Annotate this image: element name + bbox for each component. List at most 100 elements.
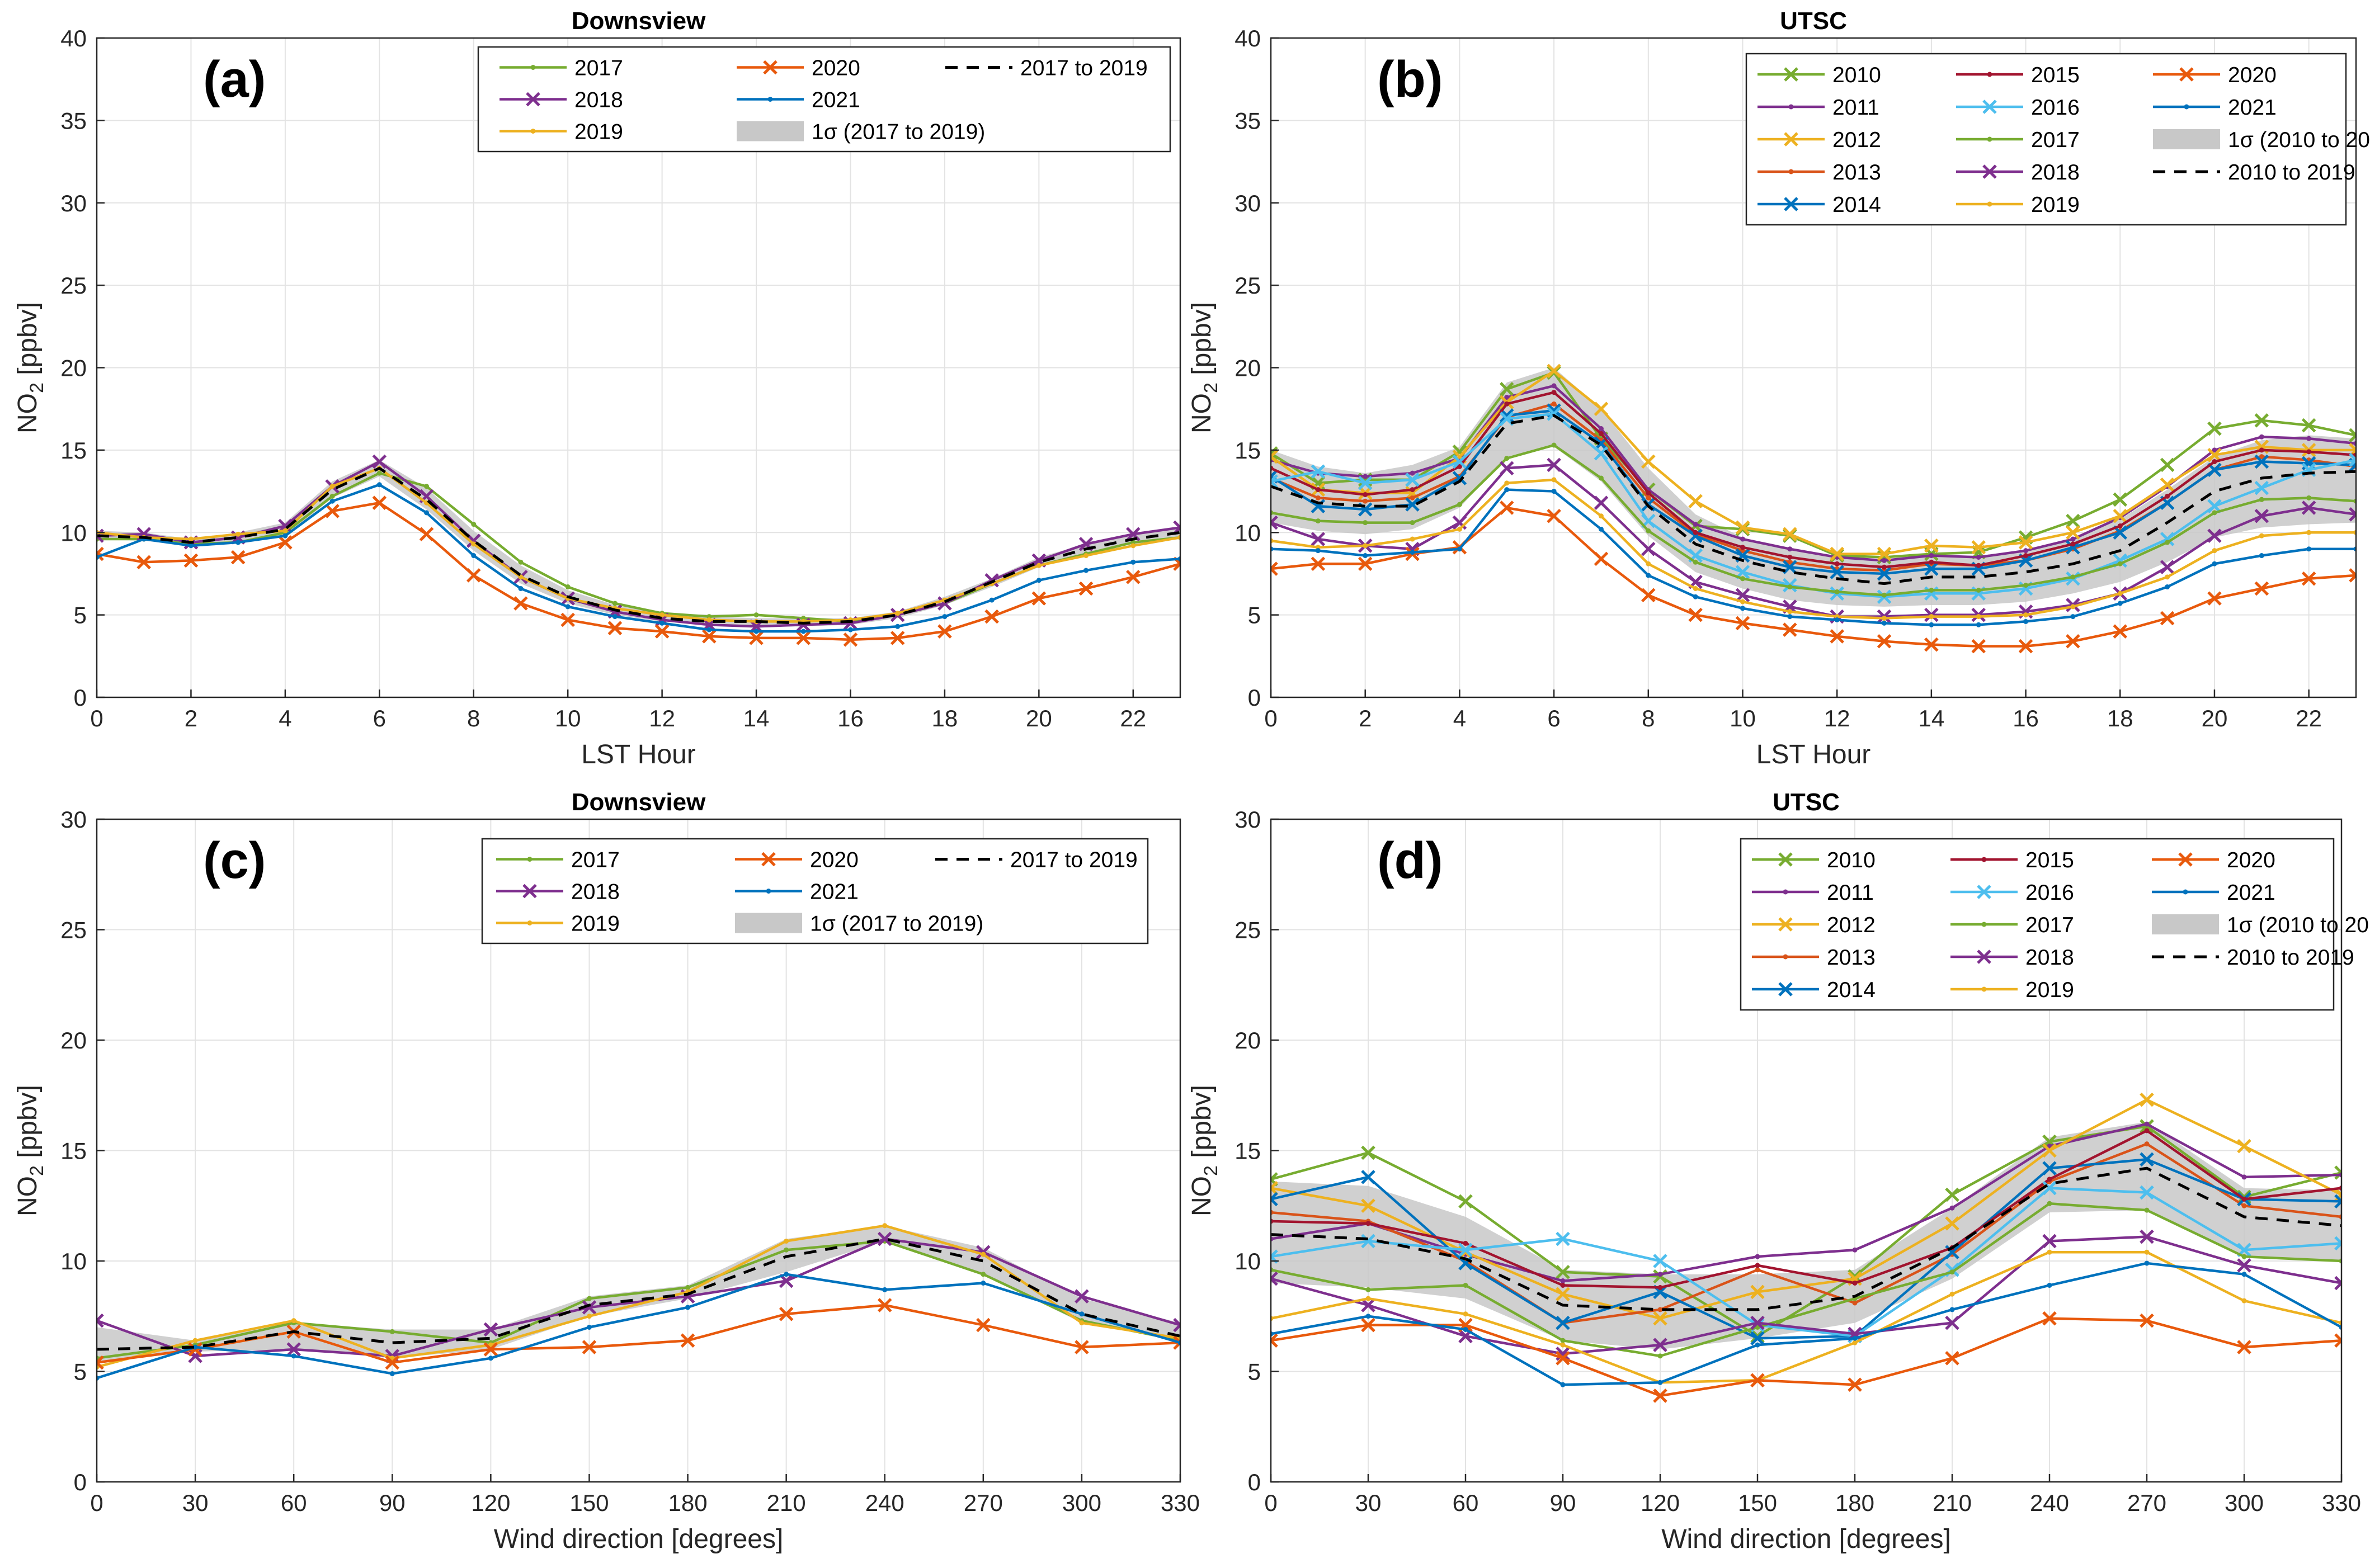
data-point-2017 [1949,1269,1955,1275]
data-point-2019 [1787,609,1793,615]
data-point-2015 [2306,449,2312,455]
data-point-2021 [1787,614,1793,620]
data-point-2019 [2047,1249,2052,1255]
series-line-2010 [1271,371,2356,559]
legend-label: 2017 [574,56,623,81]
data-point-2015 [1410,487,1415,493]
legend-swatch [2153,129,2220,149]
series-line-2012 [1271,370,2356,555]
data-point-2020 [1877,634,1892,649]
data-point-2021 [800,629,806,634]
data-point-2014 [1271,1192,1278,1207]
data-point-2021 [1852,1335,1858,1341]
data-point-2018 [1311,532,1326,546]
data-point-2016 [2140,1185,2154,1200]
x-tick-label: 30 [1355,1490,1382,1516]
series-line-2015 [1271,391,2356,569]
data-point-2017 [1315,518,1321,524]
data-point-2017 [2023,583,2029,588]
data-point-2021 [389,1371,395,1376]
legend-label: 2018 [574,88,623,112]
legend-marker [1783,889,1788,895]
data-point-2020 [877,1298,892,1312]
series-line-2017 [1271,1202,2341,1358]
legend-label: 2017 [571,848,620,872]
legend-label: 2011 [1827,881,1874,905]
x-tick-label: 16 [2013,705,2039,731]
data-point-2017 [2165,540,2170,545]
plot-content [1271,1092,2341,1403]
x-tick-label: 90 [1550,1490,1576,1516]
mean-line [1271,414,2356,585]
x-axis-label: LST Hour [581,740,696,769]
data-point-2010 [1750,1329,1765,1344]
legend-entry-2020: 2020 [735,848,859,872]
data-point-2017 [1365,1287,1371,1292]
series-2019 [1271,477,2356,621]
series-2016 [1271,1180,2341,1344]
data-point-2018 [2254,509,2269,523]
data-point-2015 [2047,1177,2052,1182]
data-point-2019 [784,1238,789,1244]
data-point-2016 [1653,1254,1667,1268]
data-point-2019 [659,612,665,618]
x-tick-label: 14 [1919,705,1945,731]
data-point-2010 [1271,446,1278,461]
legend-label: 2020 [2227,848,2275,872]
sigma-band [1271,367,2356,607]
legend-entry-2019: 2019 [500,120,623,144]
x-tick-label: 270 [2127,1490,2166,1516]
data-point-2020 [1173,1335,1180,1350]
data-point-2020 [513,596,528,611]
data-point-2017 [981,1272,986,1277]
data-point-2015 [1740,545,1745,550]
data-point-2012 [1361,1198,1375,1213]
data-point-2021 [1976,622,1981,627]
data-point-2017 [1504,456,1510,461]
data-point-2021 [2259,553,2264,559]
x-tick-label: 300 [2225,1490,2264,1516]
data-point-2019 [235,531,241,537]
data-point-2019 [1365,1296,1371,1301]
data-point-2019 [1852,1340,1858,1345]
series-2021 [1271,487,2356,627]
data-point-2013 [2144,1141,2150,1147]
data-point-2018 [2207,528,2222,543]
legend-entry-2018: 2018 [1950,946,2074,970]
y-tick-label: 20 [1235,355,1261,381]
y-tick-label: 5 [74,1359,87,1385]
x-tick-label: 30 [182,1490,209,1516]
data-point-2017 [1560,1338,1566,1343]
legend-label: 2013 [1827,946,1876,970]
legend-label: 2010 to 2019 [2227,946,2354,970]
legend-label: 2020 [2228,63,2277,87]
legend-label: 2021 [810,880,859,904]
data-point-2019 [1130,543,1136,549]
data-point-2020 [372,495,387,510]
data-point-2020 [560,612,575,627]
legend-label: 2017 to 2019 [1020,56,1148,81]
data-point-2019 [2117,591,2123,596]
legend-entry-2010: 2010 [1758,63,1881,87]
data-point-2018 [1653,1338,1667,1352]
data-point-2010 [1556,1264,1570,1279]
data-point-2017 [565,584,571,590]
legend-label: 2010 [1827,848,1876,872]
data-point-2019 [1882,616,1887,621]
data-point-2020 [2349,568,2356,583]
data-point-2021 [2144,1260,2150,1266]
legend-label: 2015 [2031,63,2080,87]
x-tick-label: 60 [1453,1490,1479,1516]
legend-label: 2019 [574,120,623,144]
data-point-2014 [1783,560,1797,574]
legend-marker [1783,954,1788,960]
data-point-2021 [329,498,335,504]
data-point-2014 [2254,454,2269,469]
legend-label: 2019 [2031,193,2080,217]
data-point-2012 [1924,539,1939,553]
legend-marker [1987,136,1992,142]
data-point-2020 [385,1355,400,1370]
x-tick-label: 90 [379,1490,406,1516]
data-point-2020 [654,624,670,639]
data-point-2012 [1945,1216,1959,1231]
